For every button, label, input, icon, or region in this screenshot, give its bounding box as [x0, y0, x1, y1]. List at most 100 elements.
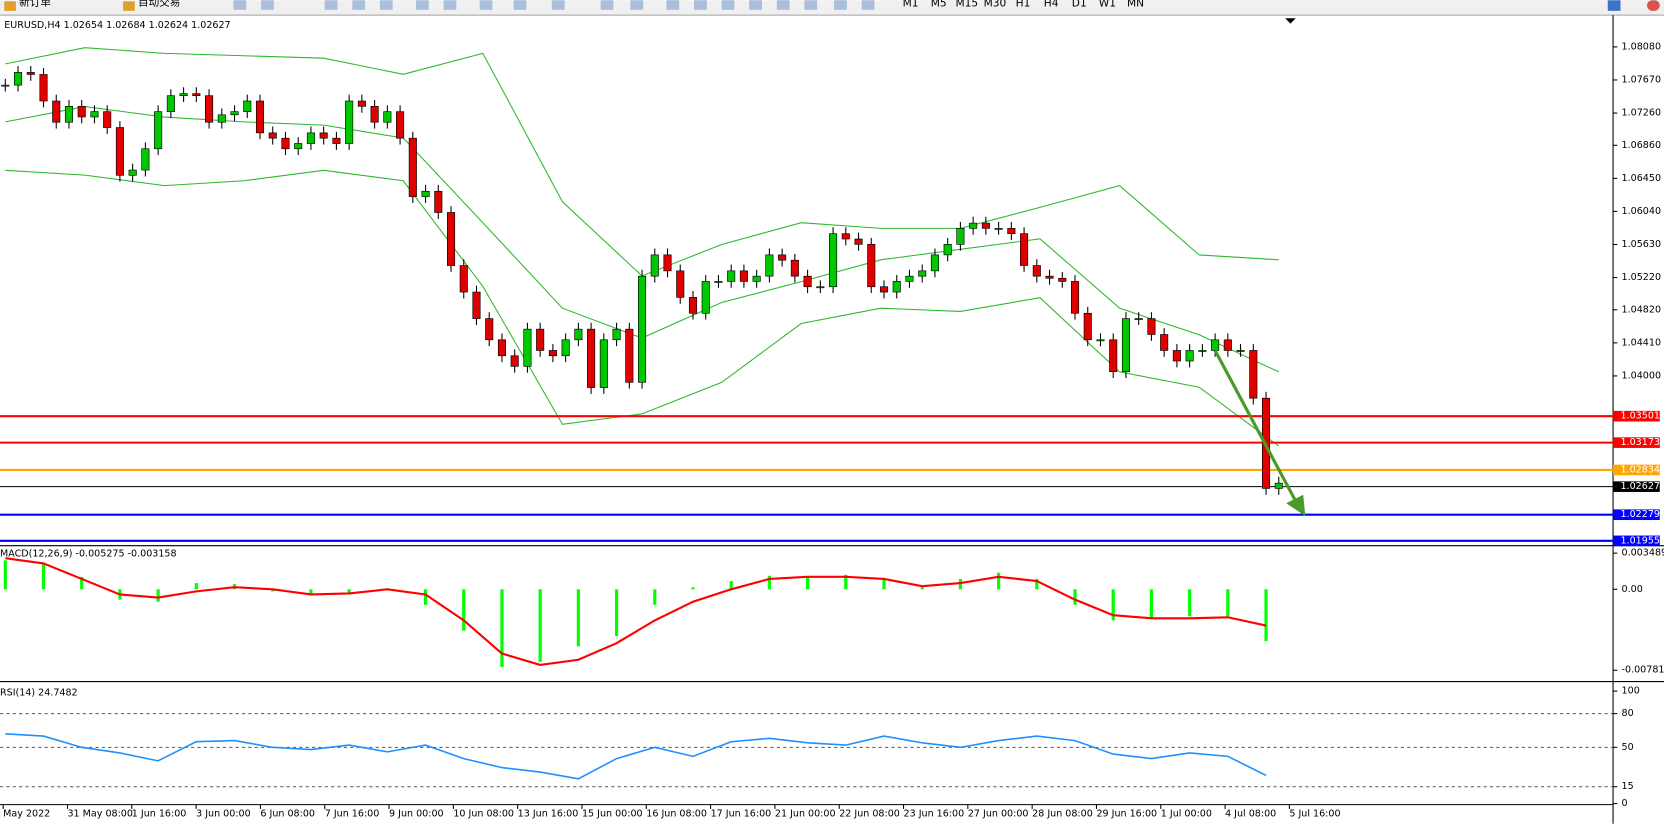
candle	[790, 259, 799, 277]
candle	[52, 100, 61, 123]
candle	[166, 95, 175, 112]
candle	[803, 275, 812, 288]
macd-bar	[997, 572, 1001, 590]
candle	[306, 132, 315, 144]
candle	[459, 265, 468, 293]
candle	[854, 238, 863, 245]
candle	[663, 254, 672, 272]
macd-bar	[614, 589, 619, 636]
time-label: 7 Jun 16:00	[325, 809, 380, 820]
candle	[39, 74, 48, 102]
search-icon[interactable]	[1607, 0, 1621, 11]
toolbar-icon[interactable]	[749, 0, 762, 10]
candle	[217, 114, 226, 123]
macd-bar	[1226, 589, 1230, 617]
candle	[205, 95, 214, 123]
price-tick-label: 1.06040	[1622, 206, 1661, 217]
toolbar-icon[interactable]	[324, 0, 338, 10]
toolbar-icon[interactable]	[261, 0, 274, 10]
macd-bar	[41, 563, 46, 590]
time-label: 23 Jun 16:00	[904, 809, 965, 820]
trend-arrow	[1213, 349, 1299, 505]
candle	[1096, 339, 1105, 342]
timeframe-button[interactable]: H4	[1044, 0, 1059, 9]
candle	[930, 254, 939, 272]
candle	[90, 111, 99, 118]
macd-bar	[1073, 589, 1077, 605]
price-tick-label: 1.06450	[1622, 173, 1661, 184]
macd-bar	[462, 589, 466, 631]
rsi-tick-label: 80	[1622, 708, 1634, 719]
toolbar-icon[interactable]	[630, 0, 644, 10]
toolbar-icon[interactable]	[233, 0, 247, 10]
price-tick-label: 1.04000	[1622, 370, 1661, 381]
time-label: 28 Jun 08:00	[1032, 809, 1093, 820]
toolbar-icon[interactable]	[804, 0, 818, 10]
toolbar-icon[interactable]	[861, 0, 875, 10]
toolbar-icon[interactable]	[666, 0, 680, 10]
candle	[319, 132, 328, 139]
toolbar-icon[interactable]	[513, 0, 527, 10]
toolbar-icon[interactable]	[416, 0, 429, 10]
time-label: 4 Jul 08:00	[1225, 809, 1276, 820]
toolbar-icon[interactable]	[443, 0, 457, 10]
candle	[879, 286, 889, 293]
toolbar-icon[interactable]	[776, 0, 790, 10]
toolbar-icon[interactable]	[479, 0, 493, 10]
timeframe-button[interactable]: M30	[984, 0, 1007, 9]
toolbar-items: 新订单 自动交易 M1 M5 M15 M30 H1 H4 D1 W1 MN	[4, 0, 1144, 11]
toolbar-button[interactable]: 自动交易	[138, 0, 180, 8]
macd-tick-label: 0.00	[1622, 584, 1643, 595]
candle	[892, 281, 901, 293]
toolbar-icon[interactable]	[352, 0, 366, 10]
candle	[408, 137, 417, 197]
candle	[587, 328, 596, 388]
candle	[485, 318, 494, 341]
price-level-label: 1.02834	[1620, 464, 1659, 475]
time-label: 3 Jun 00:00	[196, 809, 251, 820]
candle	[1032, 265, 1041, 277]
candle	[128, 169, 137, 176]
timeframe-button[interactable]: D1	[1072, 0, 1087, 9]
timeframe-button[interactable]: M5	[931, 0, 947, 9]
price-level-label: 1.02279	[1620, 509, 1659, 520]
candle	[829, 233, 838, 288]
time-label: 9 Jun 00:00	[389, 809, 444, 820]
toolbar-icon[interactable]	[4, 1, 16, 11]
candle	[77, 106, 86, 118]
candle	[956, 228, 965, 245]
timeframe-button[interactable]: MN	[1127, 0, 1144, 9]
toolbar-icon[interactable]	[694, 0, 707, 10]
timeframe-button[interactable]: W1	[1099, 0, 1116, 9]
toolbar-icon[interactable]	[123, 1, 135, 11]
toolbar-icon[interactable]	[721, 0, 735, 10]
timeframe-button[interactable]: H1	[1016, 0, 1031, 9]
macd-bar	[194, 583, 198, 590]
bollinger-lower	[5, 169, 1280, 447]
candle	[1223, 339, 1232, 351]
timeframe-button[interactable]: M1	[903, 0, 919, 9]
toolbar-icon[interactable]	[834, 0, 847, 10]
candle	[981, 222, 990, 229]
toolbar-button[interactable]: 新订单	[19, 0, 51, 8]
timeframe-button[interactable]: M15	[955, 0, 978, 9]
candle	[281, 137, 290, 150]
candle	[676, 270, 685, 298]
candle	[1134, 318, 1143, 320]
time-label: 22 Jun 08:00	[839, 809, 900, 820]
candle	[727, 270, 736, 282]
candle	[612, 328, 621, 341]
toolbar-icon[interactable]	[551, 0, 565, 10]
candle	[905, 275, 914, 282]
toolbar-icon[interactable]	[600, 0, 614, 10]
macd-bar	[767, 575, 771, 590]
macd-bar	[1188, 589, 1192, 617]
candle	[714, 281, 723, 283]
toolbar-icon[interactable]	[379, 0, 393, 10]
alert-icon[interactable]	[1647, 0, 1660, 11]
macd-tick-label: -0.007813	[1622, 665, 1664, 676]
candle	[523, 328, 532, 367]
candle	[294, 143, 303, 150]
candle	[370, 106, 379, 123]
